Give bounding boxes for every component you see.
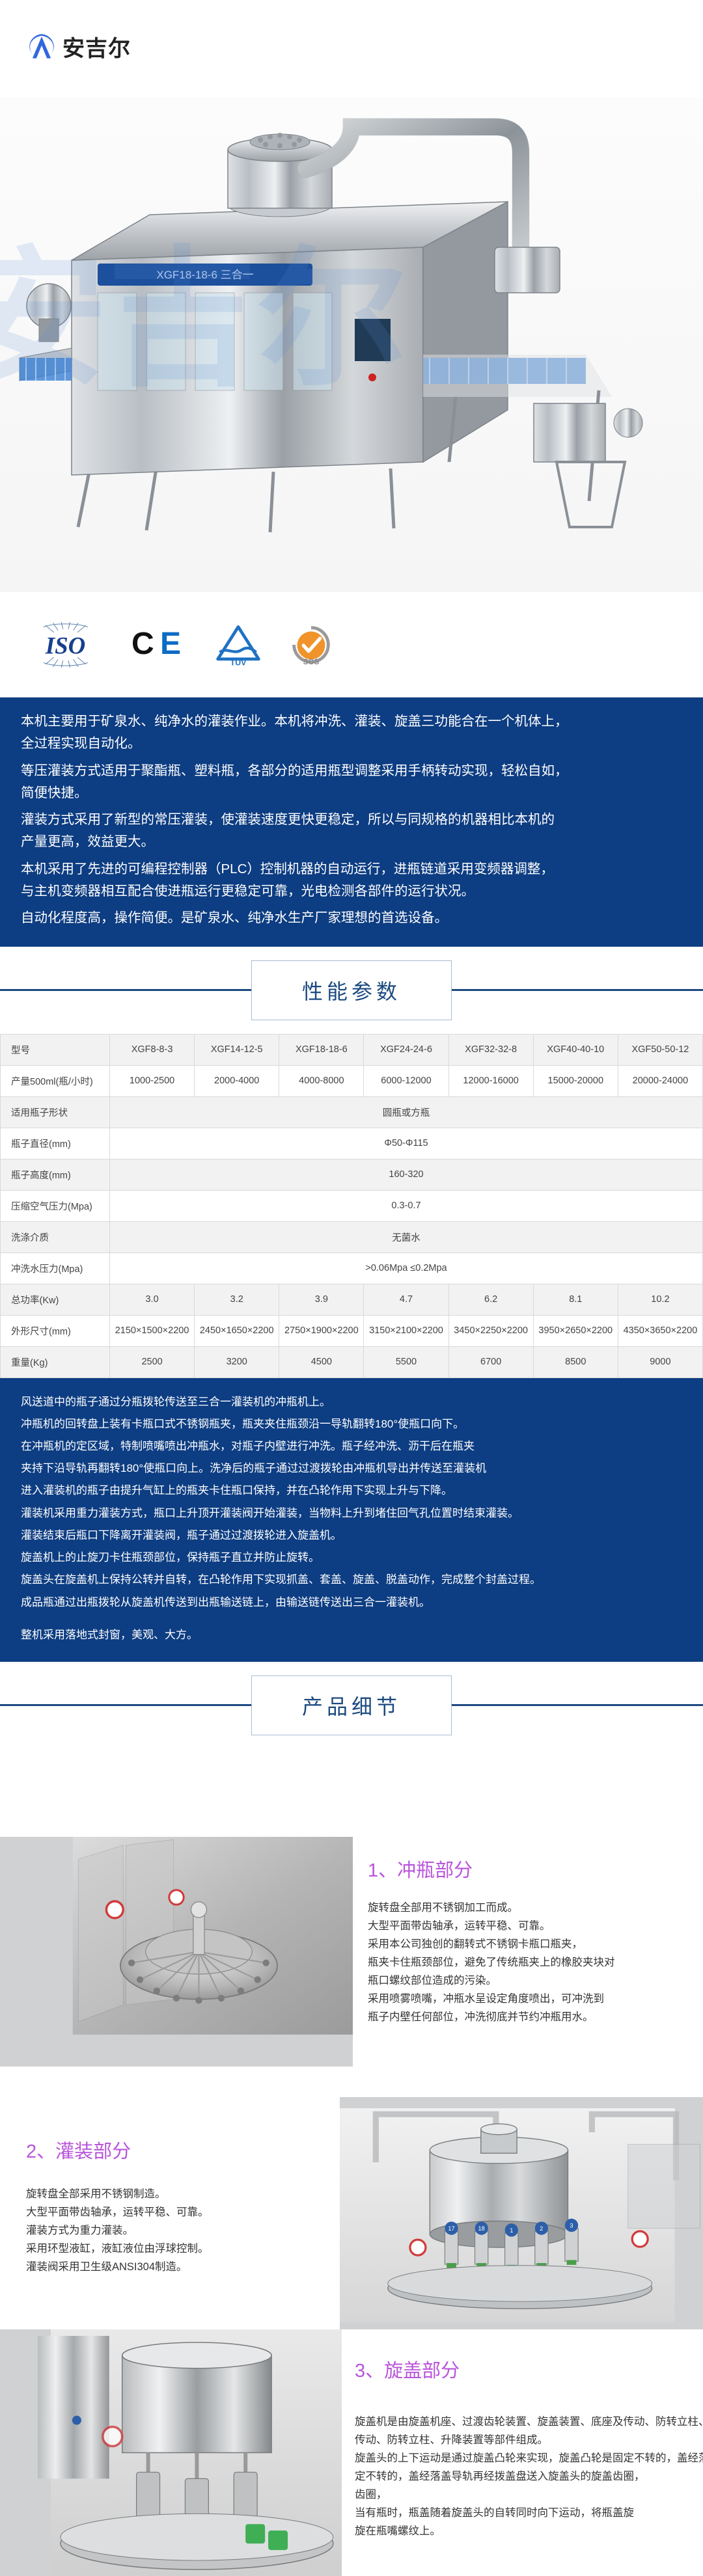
svg-text:1: 1 — [510, 2227, 513, 2234]
svg-text:3: 3 — [570, 2223, 573, 2229]
svg-text:安吉尔: 安吉尔 — [0, 236, 407, 403]
svg-text:TÜV: TÜV — [230, 657, 247, 667]
svg-text:18: 18 — [478, 2225, 485, 2232]
svg-text:2: 2 — [540, 2225, 543, 2232]
svg-text:17: 17 — [448, 2225, 454, 2232]
svg-text:ISO: ISO — [45, 632, 86, 658]
svg-text:SGS: SGS — [303, 658, 320, 666]
svg-text:C: C — [133, 627, 154, 661]
svg-text:E: E — [160, 627, 181, 661]
